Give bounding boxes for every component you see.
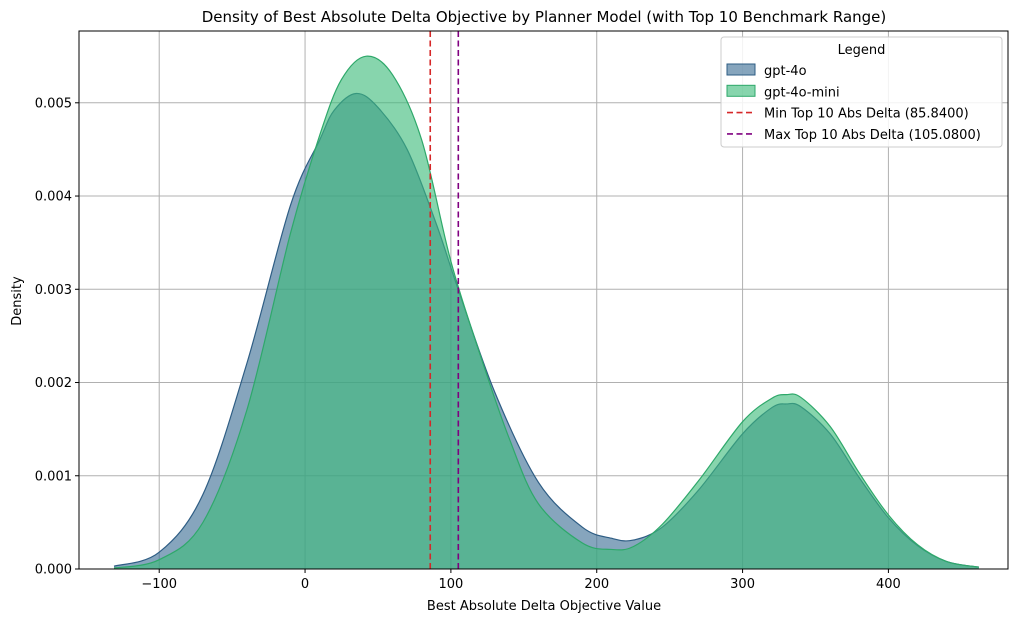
y-axis-label: Density [10, 276, 25, 326]
plot-frame [78, 30, 1009, 570]
density-areas [113, 55, 979, 570]
legend-label-1: gpt-4o-mini [764, 85, 840, 100]
y-tick-label-3: 0.003 [35, 283, 72, 298]
legend-entries: gpt-4o gpt-4o-mini Min Top 10 Abs Delta (8… [726, 63, 981, 143]
chart-title: Density of Best Absolute Delta Objective… [202, 8, 887, 26]
y-tick-label-5: 0.005 [35, 96, 72, 111]
legend-box [720, 36, 1003, 148]
y-tick-label-2: 0.002 [35, 376, 72, 391]
x-axis-label: Best Absolute Delta Objective Value [427, 599, 661, 614]
legend: Legend gpt-4o gpt-4o-mini Min Top 10 Abs D… [720, 36, 1003, 148]
legend-swatch-1 [726, 84, 756, 97]
legend-title: Legend [838, 43, 886, 58]
y-axis-ticks: 0.000 0.001 0.002 0.003 0.004 0.005 [35, 96, 79, 578]
legend-label-0: gpt-4o [764, 64, 807, 79]
x-tick-label-5: 400 [876, 577, 901, 592]
x-tick-label-3: 200 [584, 577, 609, 592]
legend-label-3: Max Top 10 Abs Delta (105.0800) [764, 128, 981, 143]
x-axis-ticks: −100 0 100 200 300 400 [141, 569, 901, 592]
legend-label-2: Min Top 10 Abs Delta (85.8400) [764, 107, 969, 122]
x-tick-label-4: 300 [730, 577, 755, 592]
y-tick-label-4: 0.004 [35, 190, 72, 205]
density-area-gpt-4o-mini [114, 56, 979, 570]
density-outline-gpt-4o-mini [113, 55, 979, 569]
x-tick-label-2: 100 [438, 577, 463, 592]
x-tick-label-1: 0 [301, 577, 309, 592]
benchmark-lines [429, 31, 460, 569]
x-tick-label-0: −100 [141, 577, 177, 592]
y-tick-label-0: 0.000 [35, 563, 72, 578]
y-tick-label-1: 0.001 [35, 469, 72, 484]
legend-swatch-0 [726, 63, 756, 76]
